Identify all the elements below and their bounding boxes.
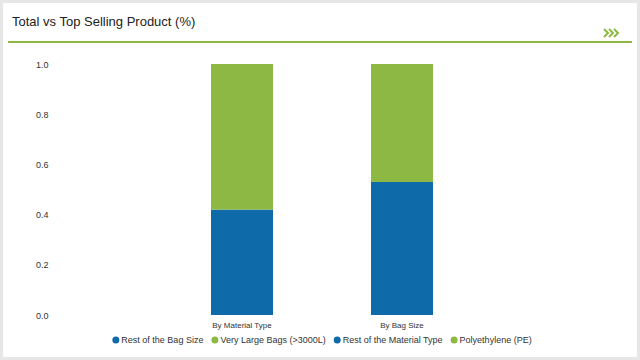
legend: Rest of the Bag Size Very Large Bags (>30… <box>112 335 531 345</box>
legend-swatch <box>112 337 119 344</box>
header-icon <box>604 29 618 37</box>
header-rule <box>8 41 632 43</box>
bar-segment <box>211 210 273 315</box>
x-tick-label: By Bag Size <box>380 321 424 330</box>
chevron <box>614 29 618 37</box>
legend-swatch <box>451 337 458 344</box>
y-tick-label: 0.6 <box>36 160 49 170</box>
panel <box>3 3 637 357</box>
chart: Total vs Top Selling Product (%) 0.0 0.2 0.… <box>0 0 640 360</box>
y-tick-label: 0.2 <box>36 260 49 270</box>
bar-segment <box>211 64 273 210</box>
bar-segment <box>371 64 433 182</box>
legend-swatch <box>334 337 341 344</box>
title: Total vs Top Selling Product (%) <box>12 14 195 29</box>
bar-segment <box>371 182 433 315</box>
y-tick-label: 0.4 <box>36 210 49 220</box>
legend-label: Polyethylene (PE) <box>460 335 532 345</box>
legend-swatch <box>211 337 218 344</box>
y-tick-label: 0.0 <box>36 311 49 321</box>
legend-label: Rest of the Bag Size <box>121 335 203 345</box>
x-tick-label: By Material Type <box>212 321 272 330</box>
chevron <box>604 29 608 37</box>
y-tick-label: 1.0 <box>36 60 49 70</box>
bars <box>211 64 433 315</box>
legend-label: Rest of the Material Type <box>343 335 443 345</box>
y-tick-label: 0.8 <box>36 110 49 120</box>
legend-label: Very Large Bags (>3000L) <box>220 335 325 345</box>
chevron <box>609 29 613 37</box>
